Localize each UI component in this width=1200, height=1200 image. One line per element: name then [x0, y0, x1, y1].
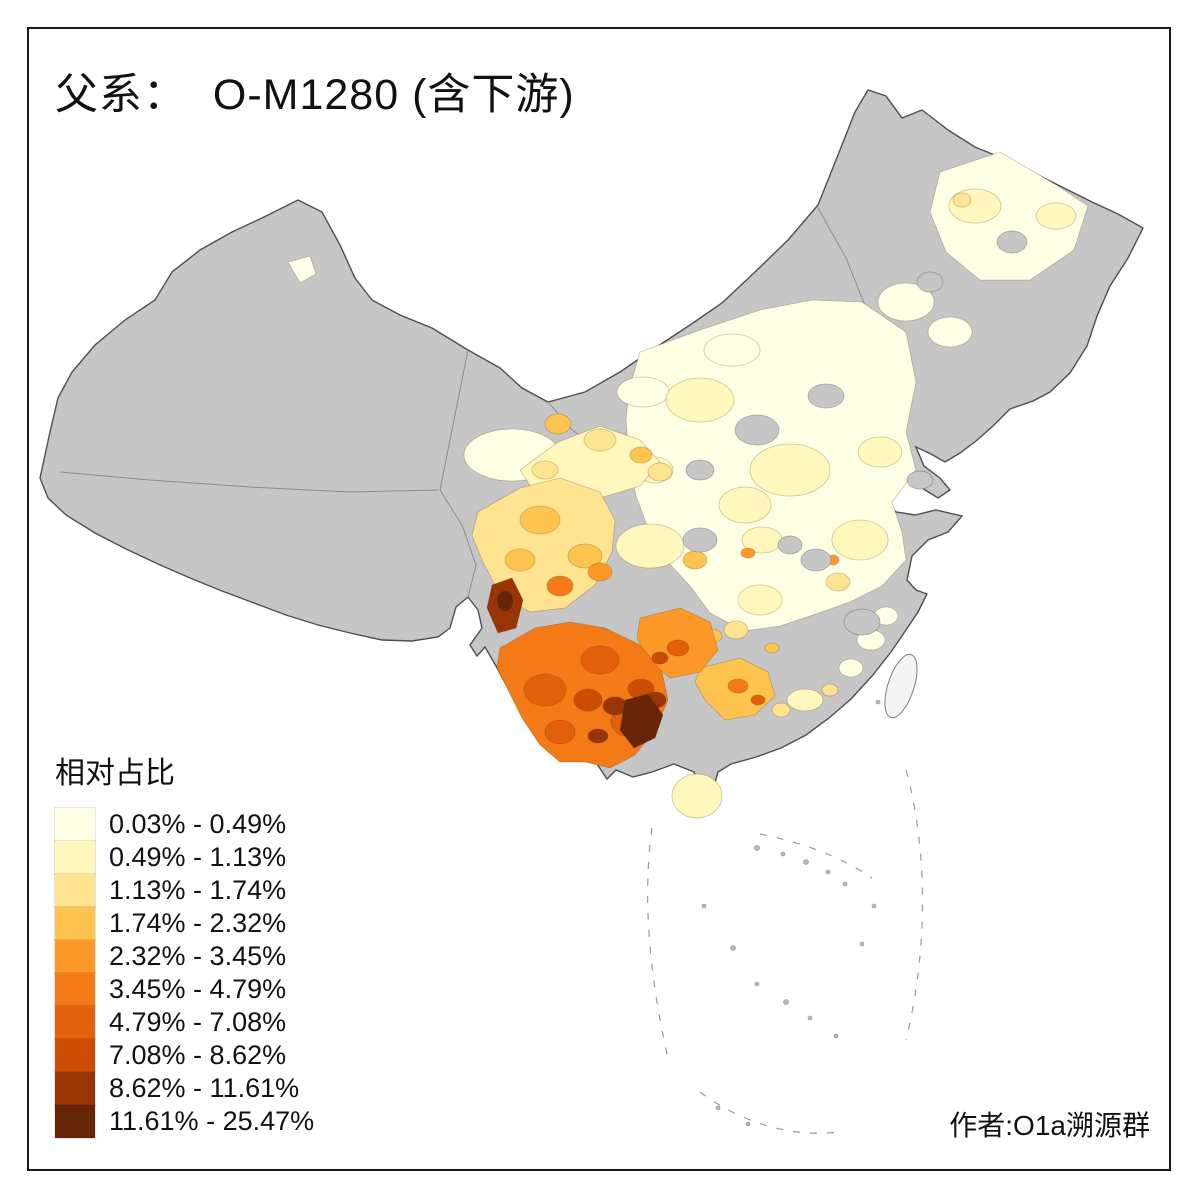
map-region [496, 590, 514, 612]
map-region [737, 584, 783, 616]
map-region [857, 436, 903, 468]
map-region [616, 376, 670, 408]
legend-label: 1.13% - 1.74% [109, 875, 287, 905]
map-region [786, 688, 824, 712]
legend-title: 相对占比 [55, 757, 175, 790]
map-region [573, 688, 603, 712]
legend-item: 7.08% - 8.62% [54, 1038, 314, 1073]
legend-item: 0.49% - 1.13% [54, 840, 314, 875]
legend-item: 2.32% - 3.45% [54, 939, 314, 974]
map-region [916, 271, 944, 293]
map-region [821, 683, 839, 697]
map-region [952, 192, 972, 208]
south-china-sea-dashes [647, 769, 924, 1134]
legend-label: 0.03% - 0.49% [109, 809, 287, 839]
map-region [831, 519, 889, 561]
map-region [929, 151, 1089, 281]
map-region [843, 608, 881, 636]
map-region [727, 678, 749, 694]
legend-swatch [54, 840, 96, 875]
map-region [723, 620, 749, 640]
map-region [1035, 202, 1077, 230]
map-region [629, 446, 653, 464]
legend-item: 3.45% - 4.79% [54, 972, 314, 1007]
south-china-sea-islets [701, 845, 877, 1127]
map-region [749, 443, 831, 497]
map-region [546, 575, 574, 597]
map-region [996, 230, 1028, 254]
map-region [877, 282, 935, 322]
map-region [906, 470, 934, 490]
map-region [807, 383, 845, 409]
map-region [665, 377, 735, 423]
map-region [587, 728, 609, 744]
legend-label: 0.49% - 1.13% [109, 842, 287, 872]
map-region [544, 413, 572, 435]
map-region [682, 550, 708, 570]
hainan-island [671, 773, 723, 819]
map-region [666, 639, 690, 657]
legend-item: 11.61% - 25.47% [54, 1104, 315, 1139]
map-region [531, 460, 559, 480]
legend-swatch [54, 939, 96, 974]
penghu-island [875, 699, 881, 705]
legend-swatch [54, 972, 96, 1007]
map-region [764, 642, 780, 654]
map-region [771, 702, 791, 718]
map-title: 父系： O-M1280 (含下游) [55, 71, 575, 119]
legend-label: 7.08% - 8.62% [109, 1040, 287, 1070]
map-region [718, 486, 772, 524]
map-region [740, 547, 756, 559]
map-region [750, 694, 766, 706]
legend-swatch [54, 873, 96, 908]
legend-label: 4.79% - 7.08% [109, 1007, 287, 1037]
map-region [567, 543, 603, 569]
legend-item: 8.62% - 11.61% [54, 1071, 314, 1106]
legend-label: 2.32% - 3.45% [109, 941, 287, 971]
legend-swatch [54, 1104, 96, 1139]
map-region [523, 673, 567, 707]
map-region [685, 459, 715, 481]
legend-label: 11.61% - 25.47% [109, 1106, 315, 1136]
map-region [580, 645, 620, 675]
legend-swatch [54, 1071, 96, 1106]
no-data-patches [682, 230, 1028, 636]
map-region [734, 414, 780, 446]
author-credit: 作者:O1a溯源群 [949, 1110, 1150, 1141]
map-region [287, 255, 317, 284]
map-region [777, 535, 803, 555]
map-region [647, 462, 673, 482]
legend-item: 4.79% - 7.08% [54, 1005, 314, 1040]
taiwan-island [884, 653, 918, 719]
map-region [619, 693, 664, 749]
legend: 相对占比 0.03% - 0.49% 0.49% - 1.13% 1.13% -… [54, 748, 315, 1139]
map-region [471, 477, 616, 613]
legend-swatch [54, 807, 96, 842]
map-region [651, 651, 669, 665]
map-region [504, 548, 536, 572]
legend-item: 0.03% - 0.49% [54, 807, 314, 842]
map-region [583, 428, 617, 452]
legend-swatch [54, 1005, 96, 1040]
map-region [519, 505, 561, 535]
map-region [838, 658, 864, 678]
legend-swatch [54, 906, 96, 941]
map-region [825, 572, 851, 592]
legend-label: 1.74% - 2.32% [109, 908, 287, 938]
map-region [615, 523, 685, 569]
legend-item: 1.74% - 2.32% [54, 906, 314, 941]
legend-label: 8.62% - 11.61% [109, 1073, 300, 1103]
map-region [800, 548, 832, 572]
legend-label: 3.45% - 4.79% [109, 974, 287, 1004]
legend-swatch [54, 1038, 96, 1073]
map-region [544, 719, 576, 745]
map-region [703, 333, 761, 367]
legend-item: 1.13% - 1.74% [54, 873, 314, 908]
map-region [587, 562, 613, 582]
map-region [927, 316, 973, 348]
map-region [682, 527, 718, 553]
